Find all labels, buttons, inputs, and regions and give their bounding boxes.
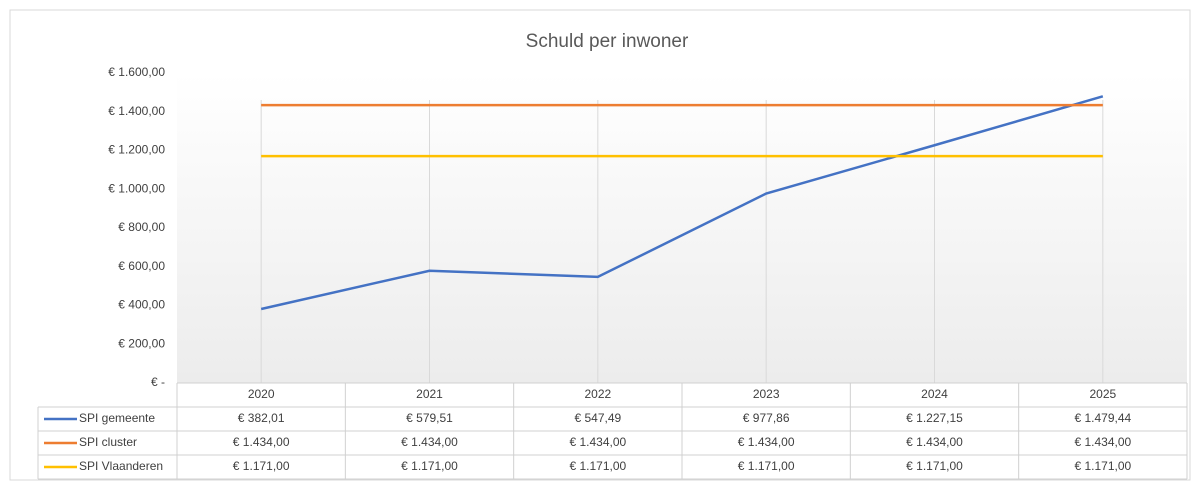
table-value: € 1.171,00	[738, 459, 795, 473]
legend-label: SPI Vlaanderen	[79, 459, 163, 473]
chart-title: Schuld per inwoner	[526, 31, 689, 52]
table-value: € 1.171,00	[569, 459, 626, 473]
table-value: € 1.434,00	[738, 435, 795, 449]
x-tick-label: 2022	[584, 387, 611, 401]
table-value: € 1.434,00	[1074, 435, 1131, 449]
table-value: € 382,01	[238, 411, 285, 425]
x-tick-label: 2025	[1089, 387, 1116, 401]
table-value: € 1.171,00	[1074, 459, 1131, 473]
table-value: € 1.434,00	[233, 435, 290, 449]
table-value: € 579,51	[406, 411, 453, 425]
y-tick-label: € 400,00	[118, 298, 165, 312]
table-value: € 547,49	[574, 411, 621, 425]
y-tick-label: € 1.400,00	[108, 104, 165, 118]
y-tick-label: € 1.600,00	[108, 65, 165, 79]
legend-label: SPI cluster	[79, 435, 137, 449]
x-tick-label: 2024	[921, 387, 948, 401]
x-tick-label: 2020	[248, 387, 275, 401]
x-tick-label: 2023	[753, 387, 780, 401]
table-value: € 1.434,00	[401, 435, 458, 449]
table-value: € 977,86	[743, 411, 790, 425]
plot-area	[177, 73, 1187, 383]
x-tick-label: 2021	[416, 387, 443, 401]
y-tick-label: € 600,00	[118, 259, 165, 273]
y-tick-label: € 200,00	[118, 336, 165, 350]
table-value: € 1.434,00	[569, 435, 626, 449]
table-value: € 1.479,44	[1074, 411, 1131, 425]
table-value: € 1.434,00	[906, 435, 963, 449]
y-tick-label: € 1.000,00	[108, 181, 165, 195]
legend-label: SPI gemeente	[79, 411, 155, 425]
y-tick-label: € -	[151, 375, 165, 389]
y-tick-label: € 800,00	[118, 220, 165, 234]
table-value: € 1.171,00	[401, 459, 458, 473]
table-value: € 1.227,15	[906, 411, 963, 425]
table-value: € 1.171,00	[906, 459, 963, 473]
series-line	[260, 95, 1104, 311]
table-value: € 1.171,00	[233, 459, 290, 473]
y-tick-label: € 1.200,00	[108, 143, 165, 157]
